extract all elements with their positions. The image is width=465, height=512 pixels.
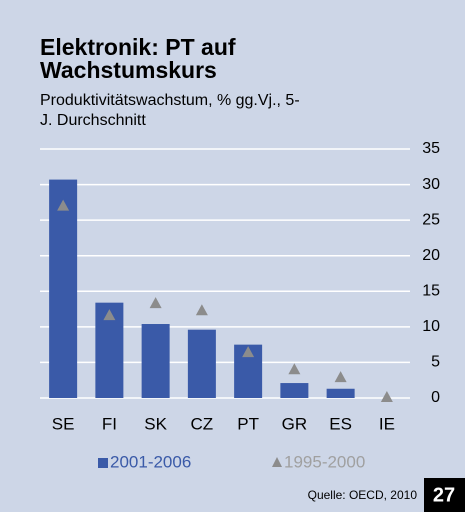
x-tick-label: SK [144,414,167,433]
x-tick-label: CZ [191,414,214,433]
triangle-marker [380,391,393,402]
bar [49,179,78,398]
y-tick-label: 25 [422,211,440,228]
x-tick-label: PT [237,414,259,433]
source: Quelle: OECD, 2010 [308,488,418,502]
x-tick-label: ES [329,414,352,433]
chart-subtitle: Produktivitätswachstum, % gg.Vj., 5-J. D… [40,92,300,129]
y-tick-label: 5 [431,354,440,371]
bar [141,324,170,398]
triangle-marker [57,199,70,211]
triangle-marker [242,346,255,358]
y-tick-label: 35 [422,140,440,157]
bar [326,388,355,398]
triangle-marker [149,297,162,309]
y-tick-label: 0 [431,389,440,406]
y-tick-label: 30 [422,176,440,193]
page-number: 27 [433,484,455,506]
y-tick-label: 10 [422,318,440,335]
legend-label: 1995-2000 [284,452,365,471]
x-tick-label: FI [102,414,117,433]
legend-swatch [98,458,108,468]
page-number-box [424,478,465,512]
bar [187,329,216,398]
x-tick-label: GR [282,414,308,433]
triangle-marker [334,371,347,383]
x-tick-label: IE [379,414,395,433]
triangle-marker [195,304,208,316]
triangle-marker [103,309,116,321]
chart-title: Elektronik: PT auf Wachstumskurs [40,34,236,83]
y-tick-label: 20 [422,247,440,264]
legend-label: 2001-2006 [110,452,191,471]
y-tick-label: 15 [422,283,440,300]
legend-swatch [272,457,282,467]
bar [280,383,309,398]
triangle-marker [288,363,301,375]
x-tick-label: SE [52,414,75,433]
